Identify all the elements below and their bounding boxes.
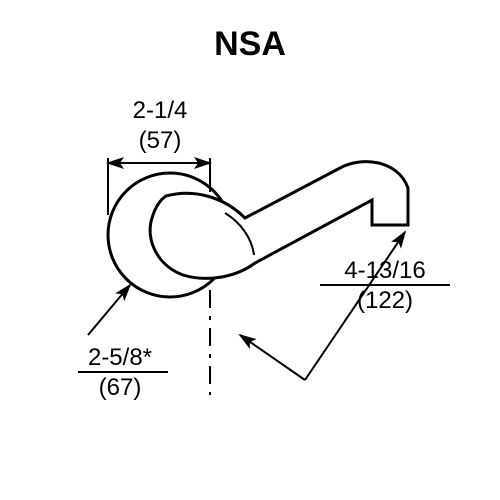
dimension-diameter: 2-5/8* (67) <box>78 285 168 401</box>
diameter-imperial: 2-5/8* <box>88 344 152 371</box>
width-metric: (57) <box>139 127 182 154</box>
lever-imperial: 4-13/16 <box>344 257 425 284</box>
width-imperial: 2-1/4 <box>133 97 188 124</box>
diameter-metric: (67) <box>99 374 142 401</box>
diagram-title: NSA <box>214 25 286 63</box>
lever-metric: (122) <box>357 287 413 314</box>
lever-dimension-diagram: NSA 2-1/4 (57) 2-5/8* (67) 4-13/16 (122) <box>0 0 500 500</box>
